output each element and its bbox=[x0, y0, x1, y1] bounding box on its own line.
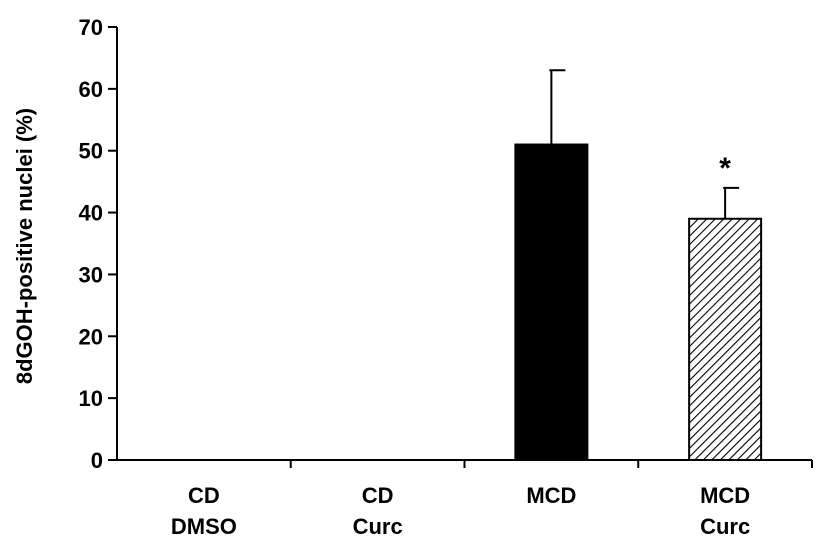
y-tick-label: 0 bbox=[91, 448, 103, 473]
y-axis-label: 8dGOH-positive nuclei (%) bbox=[12, 108, 37, 384]
y-tick-label: 40 bbox=[79, 201, 103, 226]
x-tick-labels: CD DMSO CD Curc MCD MCD Curc bbox=[171, 483, 750, 539]
y-tick-label: 30 bbox=[79, 262, 103, 287]
bar-3 bbox=[688, 217, 763, 461]
x-tick-label-3: MCD Curc bbox=[700, 483, 750, 539]
annotations: * bbox=[719, 152, 731, 185]
x-tick-label-0: CD DMSO bbox=[171, 483, 237, 539]
y-tick-label: 20 bbox=[79, 324, 103, 349]
y-tick-label: 10 bbox=[79, 386, 103, 411]
y-tick-label: 60 bbox=[79, 77, 103, 102]
y-tick-label: 70 bbox=[79, 15, 103, 40]
bar-2 bbox=[514, 143, 589, 461]
x-tick-label-1: CD Curc bbox=[353, 483, 403, 539]
bars bbox=[177, 69, 763, 461]
x-tick-label-2: MCD bbox=[526, 483, 576, 508]
y-tick-label: 50 bbox=[79, 139, 103, 164]
y-ticks: 0 10 20 30 40 50 60 70 bbox=[79, 15, 117, 473]
significance-asterisk: * bbox=[719, 152, 731, 185]
